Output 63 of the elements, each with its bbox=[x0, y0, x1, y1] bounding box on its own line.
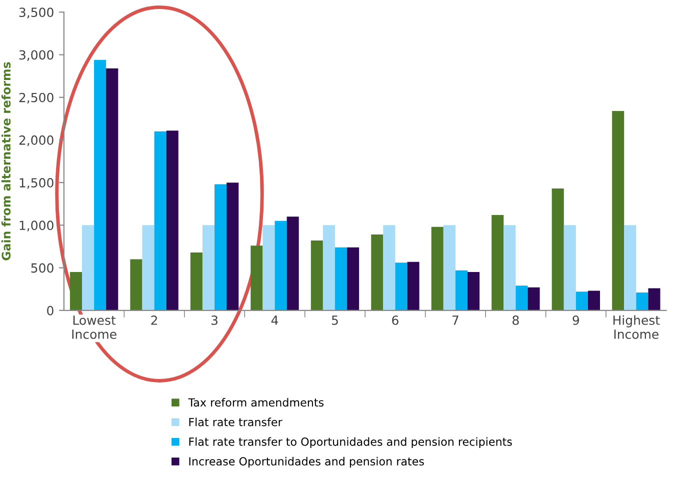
legend-label: Increase Oportunidades and pension rates bbox=[189, 456, 424, 468]
bar bbox=[395, 262, 408, 310]
bar bbox=[274, 220, 287, 310]
bar bbox=[431, 226, 444, 310]
bar bbox=[516, 286, 528, 310]
bar bbox=[407, 262, 420, 310]
bar bbox=[492, 214, 504, 310]
bar bbox=[334, 247, 348, 310]
bar bbox=[322, 225, 335, 310]
y-tick-label: 3,500 bbox=[19, 8, 54, 18]
bar bbox=[166, 130, 178, 310]
bar bbox=[226, 182, 239, 310]
bar bbox=[588, 290, 600, 310]
bar bbox=[564, 225, 576, 310]
legend-label: Flat rate transfer bbox=[189, 418, 282, 426]
bar bbox=[190, 252, 202, 310]
bar bbox=[648, 288, 660, 310]
x-tick-label: 8 bbox=[512, 315, 519, 325]
bar bbox=[528, 287, 540, 310]
bar bbox=[552, 188, 564, 310]
bar bbox=[636, 292, 648, 310]
y-tick-label: 1,500 bbox=[20, 178, 54, 189]
y-tick-label: 2,500 bbox=[19, 92, 54, 104]
x-tick-label: Highest Income bbox=[613, 315, 660, 339]
bar bbox=[347, 247, 360, 310]
bar bbox=[624, 225, 636, 310]
legend-label: Flat rate transfer to Oportunidades and pension recipients bbox=[189, 437, 512, 448]
y-tick-label: 3,000 bbox=[19, 50, 54, 61]
y-tick-label: 0 bbox=[47, 306, 54, 316]
bar bbox=[310, 240, 323, 310]
x-tick-label: 2 bbox=[151, 315, 158, 325]
bar bbox=[468, 272, 480, 310]
legend-label: Tax reform amendments bbox=[188, 398, 324, 407]
x-tick-label: 3 bbox=[211, 315, 218, 325]
y-tick-label: 2,000 bbox=[19, 135, 54, 146]
bar bbox=[576, 292, 588, 310]
bar bbox=[455, 270, 468, 310]
bar bbox=[130, 259, 142, 310]
bar bbox=[94, 60, 106, 310]
bar bbox=[286, 216, 299, 310]
bar bbox=[262, 225, 275, 310]
bar bbox=[383, 225, 396, 310]
y-axis-title: Gain from alternative reforms bbox=[1, 62, 11, 260]
x-tick-label: 4 bbox=[271, 316, 278, 325]
bar bbox=[214, 184, 227, 310]
bar bbox=[82, 225, 94, 310]
x-tick-label: 7 bbox=[452, 316, 458, 325]
bar bbox=[70, 272, 82, 310]
x-tick-label: 6 bbox=[392, 315, 398, 325]
y-tick-label: 500 bbox=[31, 263, 54, 273]
y-tick-label: 1,000 bbox=[20, 220, 54, 232]
bar bbox=[142, 225, 154, 310]
bar bbox=[612, 110, 624, 310]
bar bbox=[371, 234, 384, 310]
x-tick-label: 9 bbox=[572, 315, 580, 325]
bar bbox=[106, 68, 118, 310]
bar bbox=[202, 225, 215, 310]
x-tick-label: Lowest Income bbox=[72, 316, 116, 339]
bar bbox=[154, 131, 166, 310]
bar bbox=[504, 225, 516, 310]
bar bbox=[250, 246, 263, 310]
x-tick-label: 5 bbox=[332, 316, 338, 325]
bar bbox=[443, 225, 456, 310]
